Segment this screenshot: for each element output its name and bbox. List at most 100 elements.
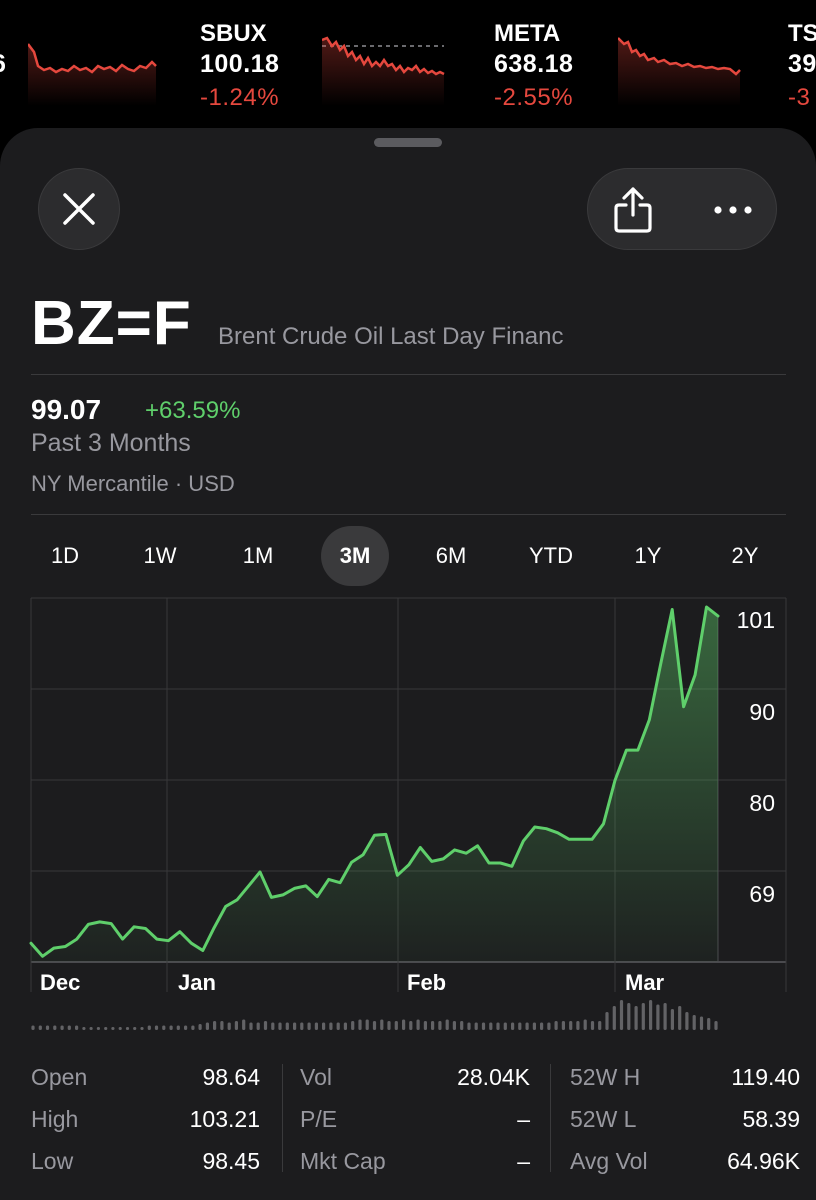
share-button[interactable] [604,181,662,239]
chart-x-tick-label: Mar [625,970,665,995]
volume-bar [547,1022,551,1030]
volume-bar [590,1021,595,1030]
range-2y[interactable]: 2Y [731,543,759,568]
chart-y-tick-label: 101 [737,607,775,633]
range-6m[interactable]: 6M [435,543,467,568]
volume-bar [343,1022,347,1030]
range-3m[interactable]: 3M [321,526,389,586]
volume-bar [489,1022,493,1030]
ticker-item-meta[interactable]: META 638.18 -2.55% [492,0,782,130]
stat-label-52w-low: 52W L [570,1106,637,1132]
ticker-sparkline [618,37,741,106]
chart-price-line [29,605,720,958]
more-button[interactable] [700,181,766,239]
volume-bar [554,1021,558,1030]
volume-bar [634,1006,638,1030]
ticker-item-partial-right[interactable]: TS 39 -3 [786,0,816,130]
volume-bar [402,1019,406,1030]
volume-bar [394,1021,398,1030]
chart-y-axis: 101 90 80 69 [737,607,775,907]
volume-bar [576,1021,580,1030]
stat-value-high: 103.21 [189,1106,260,1132]
ticker-item-partial-left[interactable]: 6 [0,0,160,130]
volume-bar [75,1025,79,1030]
volume-bar [561,1021,565,1030]
sheet-grabber[interactable] [374,138,442,147]
volume-bar [60,1025,64,1030]
volume-bar [162,1025,166,1030]
chart-y-tick-label: 90 [749,699,775,725]
chart-x-tick-label: Dec [40,970,80,995]
divider [31,374,786,375]
ticker-strip: 6 SBUX 100.18 -1.24% META 638.18 -2.55% … [0,0,816,130]
ticker-change: -3 [788,84,811,111]
volume-bar [285,1022,289,1030]
volume-bar [678,1006,682,1030]
volume-bar [322,1022,326,1030]
volume-bar [532,1022,536,1030]
volume-bar [234,1021,238,1030]
volume-bar [213,1021,217,1030]
volume-bar [438,1021,442,1030]
range-ytd[interactable]: YTD [529,543,573,568]
volume-bar [53,1025,57,1030]
chart-y-tick-label: 69 [749,881,775,907]
ticker-change: -2.55% [494,84,574,111]
price-change: +63.59% [145,397,241,424]
range-1w[interactable]: 1W [143,543,177,568]
volume-bar [467,1022,471,1030]
ticker-change: -1.24% [200,84,280,111]
chart-area-fill [31,607,718,962]
volume-bar [707,1018,711,1030]
volume-bar [147,1025,151,1030]
stat-label-52w-high: 52W H [570,1064,641,1090]
stat-value-pe: – [517,1106,530,1132]
volume-bar [416,1019,420,1030]
volume-bar [336,1022,340,1030]
volume-bar [184,1025,188,1030]
volume-bar [249,1022,253,1030]
volume-bar [431,1021,435,1030]
range-1d[interactable]: 1D [50,543,80,568]
change-period: Past 3 Months [31,429,191,457]
stat-label-open: Open [31,1064,88,1090]
volume-bar [82,1027,86,1030]
volume-bar [670,1009,674,1030]
stat-value-vol: 28.04K [457,1064,530,1090]
volume-bar [540,1022,544,1030]
volume-bar [641,1003,645,1030]
volume-bar [656,1004,660,1030]
volume-bar [329,1022,333,1030]
volume-bar [314,1022,318,1030]
exchange-currency: NY Mercantile · USD [31,471,235,496]
volume-bar [503,1022,507,1030]
close-button[interactable] [38,168,120,250]
volume-bar [256,1022,260,1030]
stat-label-pe: P/E [300,1106,338,1132]
stat-value-avg-vol: 64.96K [727,1148,800,1174]
volume-bar [481,1022,486,1030]
stat-label-low: Low [31,1148,74,1174]
volume-bar [409,1021,413,1030]
range-1y[interactable]: 1Y [634,543,662,568]
volume-bar [96,1027,100,1030]
chart-y-tick-label: 80 [749,790,775,816]
action-pill [587,168,777,250]
price-chart[interactable]: 101 90 80 69 Dec Jan Feb Mar [0,594,816,1040]
chart-x-tick-label: Jan [178,970,216,995]
volume-bar [612,1006,616,1030]
volume-bar [387,1021,391,1030]
volume-bar [307,1022,311,1030]
ellipsis-icon [714,206,752,214]
ticker-price: 6 [0,50,6,79]
key-statistics: Open 98.64 High 103.21 Low 98.45 Vol 28.… [0,1056,816,1200]
range-1m[interactable]: 1M [242,543,274,568]
ticker-sparkline [322,36,445,106]
volume-bar [242,1019,246,1030]
current-price: 99.07 [31,394,102,425]
volume-bar [263,1021,268,1030]
volume-bar [525,1022,529,1030]
ticker-symbol: META [494,20,561,47]
ticker-item-sbux[interactable]: SBUX 100.18 -1.24% [198,0,488,130]
volume-bar [154,1025,159,1030]
